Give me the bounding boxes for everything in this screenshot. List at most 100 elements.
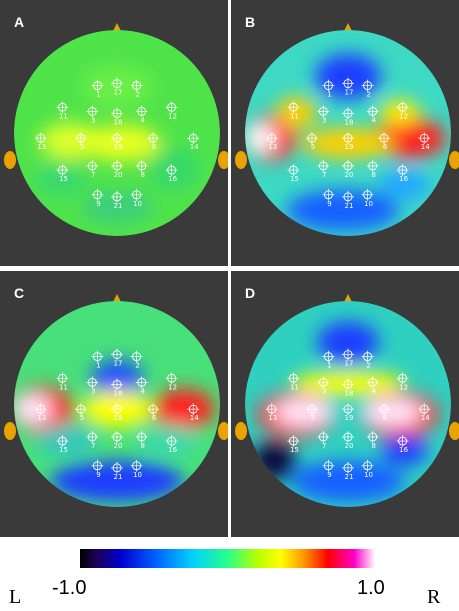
electrode-label: 6	[383, 414, 388, 422]
headmap-b: 1 17 2 11 3 18 4 12 13 5 19 6 14 15 7 20 8 16 9 21 10	[235, 23, 459, 236]
electrode-marker: 9	[91, 459, 104, 479]
electrode-label: 13	[37, 143, 46, 151]
electrode-marker: 1	[322, 350, 335, 370]
electrode-label: 19	[345, 143, 354, 151]
electrode-marker: 11	[287, 372, 300, 391]
electrode-label: 12	[399, 383, 408, 391]
electrode-label: 10	[133, 471, 142, 479]
left-ear-icon	[4, 422, 16, 440]
electrode-marker: 13	[34, 403, 47, 422]
electrode-label: 5	[80, 143, 84, 151]
electrode-label: 3	[322, 387, 326, 395]
electrode-marker: 11	[56, 101, 69, 120]
electrode-label: 15	[290, 175, 299, 183]
electrode-marker: 10	[361, 188, 374, 208]
electrode-marker: 20	[342, 430, 354, 450]
electrode-label: 2	[366, 362, 370, 370]
electrode-marker: 8	[366, 430, 379, 450]
electrode-label: 6	[152, 414, 157, 422]
electrode-label: 14	[190, 414, 199, 422]
electrode-marker: 17	[342, 348, 354, 368]
electrode-marker: 19	[342, 132, 354, 151]
electrode-label: 8	[140, 442, 144, 450]
electrode-marker: 21	[342, 190, 354, 210]
electrode-marker: 19	[111, 403, 123, 422]
electrode-marker: 21	[342, 461, 354, 481]
electrode-label: 21	[345, 473, 354, 481]
electrode-marker: 9	[91, 188, 104, 208]
electrode-label: 3	[322, 116, 326, 124]
electrode-label: 10	[133, 200, 142, 208]
electrode-label: 21	[114, 202, 123, 210]
electrode-label: 4	[371, 387, 376, 395]
electrode-label: 5	[311, 143, 315, 151]
panel-a: 1 17 2 11 3 18 4 12 13 5 19 6 14 15 7 20 8 16 9 21 10 A	[0, 0, 228, 266]
colorbar-min-label: -1.0	[52, 577, 87, 599]
electrode-marker: 4	[366, 376, 379, 395]
electrode-label: 13	[268, 143, 277, 151]
electrode-label: 11	[59, 112, 68, 120]
electrode-label: 6	[383, 143, 388, 151]
electrode-marker: 5	[74, 403, 87, 422]
electrode-label: 10	[364, 200, 373, 208]
electrode-marker: 5	[305, 403, 318, 422]
electrode-marker: 20	[111, 159, 123, 179]
electrode-marker: 13	[265, 132, 278, 151]
electrode-marker: 10	[361, 459, 374, 479]
electrode-label: 20	[345, 442, 354, 450]
electrode-marker: 16	[165, 164, 178, 183]
electrode-label: 3	[91, 387, 95, 395]
left-ear-icon	[235, 422, 247, 440]
electrode-label: 17	[345, 360, 354, 368]
electrode-label: 12	[168, 112, 177, 120]
electrode-marker: 19	[342, 403, 354, 422]
electrode-label: 11	[290, 112, 299, 120]
electrode-label: 15	[59, 446, 68, 454]
panel-d: 1 17 2 11 3 18 4 12 13 5 19 6 14 15 7 20 8 16 9 21 10 D	[231, 271, 459, 537]
electrode-label: 5	[80, 414, 84, 422]
electrode-label: 18	[345, 118, 354, 126]
electrode-label: 19	[345, 414, 354, 422]
electrode-label: 16	[399, 446, 408, 454]
electrode-marker: 3	[86, 376, 99, 395]
headmap-c: 1 17 2 11 3 18 4 12 13 5 19 6 14 15 7 20 8 16 9 21 10	[4, 294, 228, 507]
electrode-marker: 14	[418, 403, 431, 422]
electrode-label: 8	[371, 442, 375, 450]
electrode-marker: 7	[317, 430, 330, 450]
electrode-label: 17	[114, 89, 123, 97]
electrode-label: 7	[91, 442, 95, 450]
electrode-label: 14	[421, 143, 430, 151]
electrode-label: 15	[290, 446, 299, 454]
electrode-marker: 6	[378, 132, 391, 151]
electrode-label: 8	[371, 171, 375, 179]
electrode-label: 5	[311, 414, 315, 422]
electrode-marker: 18	[342, 107, 354, 126]
electrode-marker: 12	[396, 372, 409, 391]
electrode-label: 9	[96, 471, 100, 479]
electrode-label: 4	[140, 387, 145, 395]
electrode-marker: 4	[366, 105, 379, 124]
electrode-label: 1	[96, 91, 100, 99]
electrode-label: 16	[168, 175, 177, 183]
electrode-marker: 21	[111, 190, 123, 210]
electrode-marker: 2	[130, 79, 143, 99]
electrode-label: 11	[59, 383, 68, 391]
electrode-marker: 5	[305, 132, 318, 151]
electrode-marker: 15	[287, 435, 300, 454]
electrode-label: 9	[327, 471, 331, 479]
electrode-label: 2	[366, 91, 370, 99]
electrode-marker: 9	[322, 188, 335, 208]
left-ear-icon	[4, 151, 16, 169]
left-side-label: L	[9, 586, 22, 608]
electrode-label: 17	[114, 360, 123, 368]
electrode-marker: 2	[130, 350, 143, 370]
electrode-label: 19	[114, 414, 123, 422]
electrode-marker: 18	[342, 378, 354, 397]
electrode-marker: 21	[111, 461, 123, 481]
electrode-label: 7	[91, 171, 95, 179]
panel-letter-b: B	[245, 14, 256, 30]
panel-b: 1 17 2 11 3 18 4 12 13 5 19 6 14 15 7 20 8 16 9 21 10 B	[231, 0, 459, 266]
right-ear-icon	[449, 422, 459, 440]
electrode-marker: 3	[317, 376, 330, 395]
electrode-marker: 6	[147, 132, 160, 151]
